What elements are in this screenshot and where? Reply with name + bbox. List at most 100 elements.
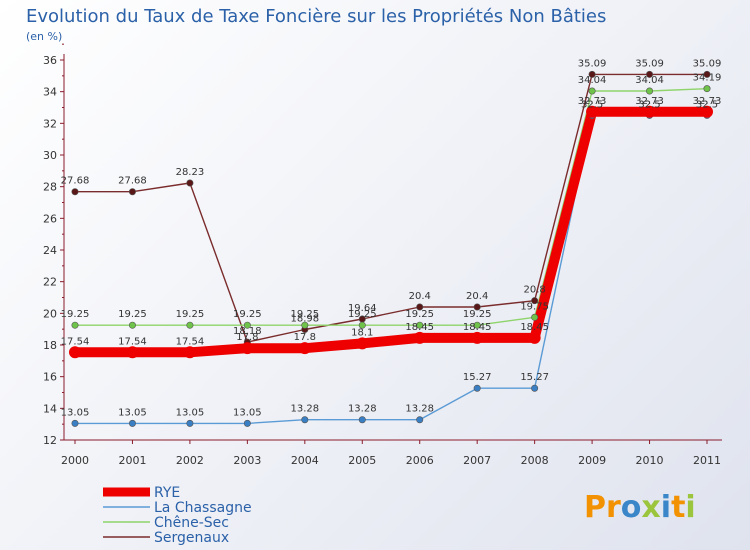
data-label: 32.73 (578, 96, 607, 107)
data-label: 35.09 (578, 58, 607, 69)
data-label: 13.28 (348, 404, 377, 415)
data-point (703, 70, 711, 78)
data-point (186, 179, 194, 187)
data-point (243, 419, 251, 427)
data-point (243, 321, 251, 329)
y-tick-label: 30 (43, 149, 57, 162)
logo-letter: i (685, 490, 695, 525)
data-label: 18.1 (351, 327, 373, 338)
legend-label: Chêne-Sec (154, 515, 229, 531)
y-tick-label: 22 (43, 276, 57, 289)
data-label: 19.25 (290, 309, 319, 320)
data-label: 13.05 (118, 407, 147, 418)
x-tick-label: 2002 (176, 454, 204, 467)
data-point (588, 70, 596, 78)
data-label: 18.98 (290, 313, 319, 324)
x-tick-label: 2009 (578, 454, 606, 467)
y-tick-label: 32 (43, 117, 57, 130)
data-label: 18.45 (520, 322, 549, 333)
y-tick-label: 16 (43, 371, 57, 384)
series-line (74, 114, 708, 425)
data-label: 17.54 (118, 336, 147, 347)
x-tick-label: 2005 (348, 454, 376, 467)
data-label: 19.25 (118, 309, 147, 320)
series-line (70, 106, 712, 358)
data-label: 13.28 (405, 404, 434, 415)
data-label: 20.8 (524, 285, 546, 296)
data-label: 15.27 (463, 372, 492, 383)
x-tick-label: 2008 (521, 454, 549, 467)
x-tick-label: 2001 (118, 454, 146, 467)
data-point (473, 303, 481, 311)
y-tick-label: 28 (43, 181, 57, 194)
data-label: 32.5 (581, 99, 603, 110)
data-point (416, 416, 424, 424)
data-point (358, 321, 366, 329)
y-tick-label: 26 (43, 212, 57, 225)
data-label: 17.8 (236, 332, 258, 343)
data-label: 27.68 (61, 176, 90, 187)
data-point (301, 321, 309, 329)
data-label: 19.25 (61, 309, 90, 320)
logo-letter: t (671, 490, 685, 525)
y-tick-label: 12 (43, 434, 57, 447)
data-point (128, 321, 136, 329)
data-label: 20.4 (466, 291, 488, 302)
data-point (128, 188, 136, 196)
chart-subtitle: (en %) (26, 30, 62, 43)
data-label: 18.18 (233, 326, 262, 337)
data-label: 19.25 (463, 309, 492, 320)
data-point (128, 419, 136, 427)
data-label: 19.25 (405, 309, 434, 320)
data-label: 34.04 (578, 75, 607, 86)
data-label: 32.73 (693, 96, 722, 107)
data-point (473, 384, 481, 392)
data-label: 19.64 (348, 303, 377, 314)
logo-letter: x (641, 490, 660, 525)
data-point (71, 188, 79, 196)
x-tick-label: 2007 (463, 454, 491, 467)
data-label: 27.68 (118, 176, 147, 187)
data-point (186, 419, 194, 427)
data-point (646, 70, 654, 78)
series-lines (70, 73, 712, 425)
logo-letter: i (661, 490, 671, 525)
data-point (416, 321, 424, 329)
data-point (298, 342, 311, 355)
data-point (358, 416, 366, 424)
data-point (473, 321, 481, 329)
proxiti-logo: Proxiti (584, 490, 696, 525)
axes: 12 14 16 18 20 22 24 26 28 30 32 34 36 2000 2001 2002 20… (43, 43, 722, 467)
data-label: 13.05 (61, 407, 90, 418)
x-tick-label: 2006 (406, 454, 434, 467)
data-label: 34.04 (635, 75, 664, 86)
y-tick-label: 20 (43, 307, 57, 320)
chart-title: Evolution du Taux de Taxe Foncière sur l… (26, 6, 606, 27)
data-point (71, 419, 79, 427)
series-line (74, 87, 708, 326)
x-tick-label: 2010 (636, 454, 664, 467)
data-label: 32.5 (696, 99, 718, 110)
data-point (71, 321, 79, 329)
data-point (69, 346, 81, 359)
legend-label: La Chassagne (154, 500, 252, 516)
data-label: 19.25 (348, 309, 377, 320)
data-point (186, 321, 194, 329)
data-point (183, 346, 196, 359)
data-point (643, 105, 656, 118)
x-tick-label: 2000 (61, 454, 89, 467)
data-label: 17.8 (294, 332, 316, 343)
data-label: 34.19 (693, 73, 722, 84)
data-label: 18.45 (463, 322, 492, 333)
data-label: 19.25 (233, 309, 262, 320)
series-line (74, 73, 708, 343)
data-label: 17.54 (61, 336, 90, 347)
data-label: 35.09 (693, 58, 722, 69)
logo-letter: r (606, 490, 621, 525)
data-label: 18.45 (405, 322, 434, 333)
data-point (588, 87, 596, 95)
legend-label: Sergenaux (154, 530, 229, 546)
data-point (471, 331, 484, 344)
